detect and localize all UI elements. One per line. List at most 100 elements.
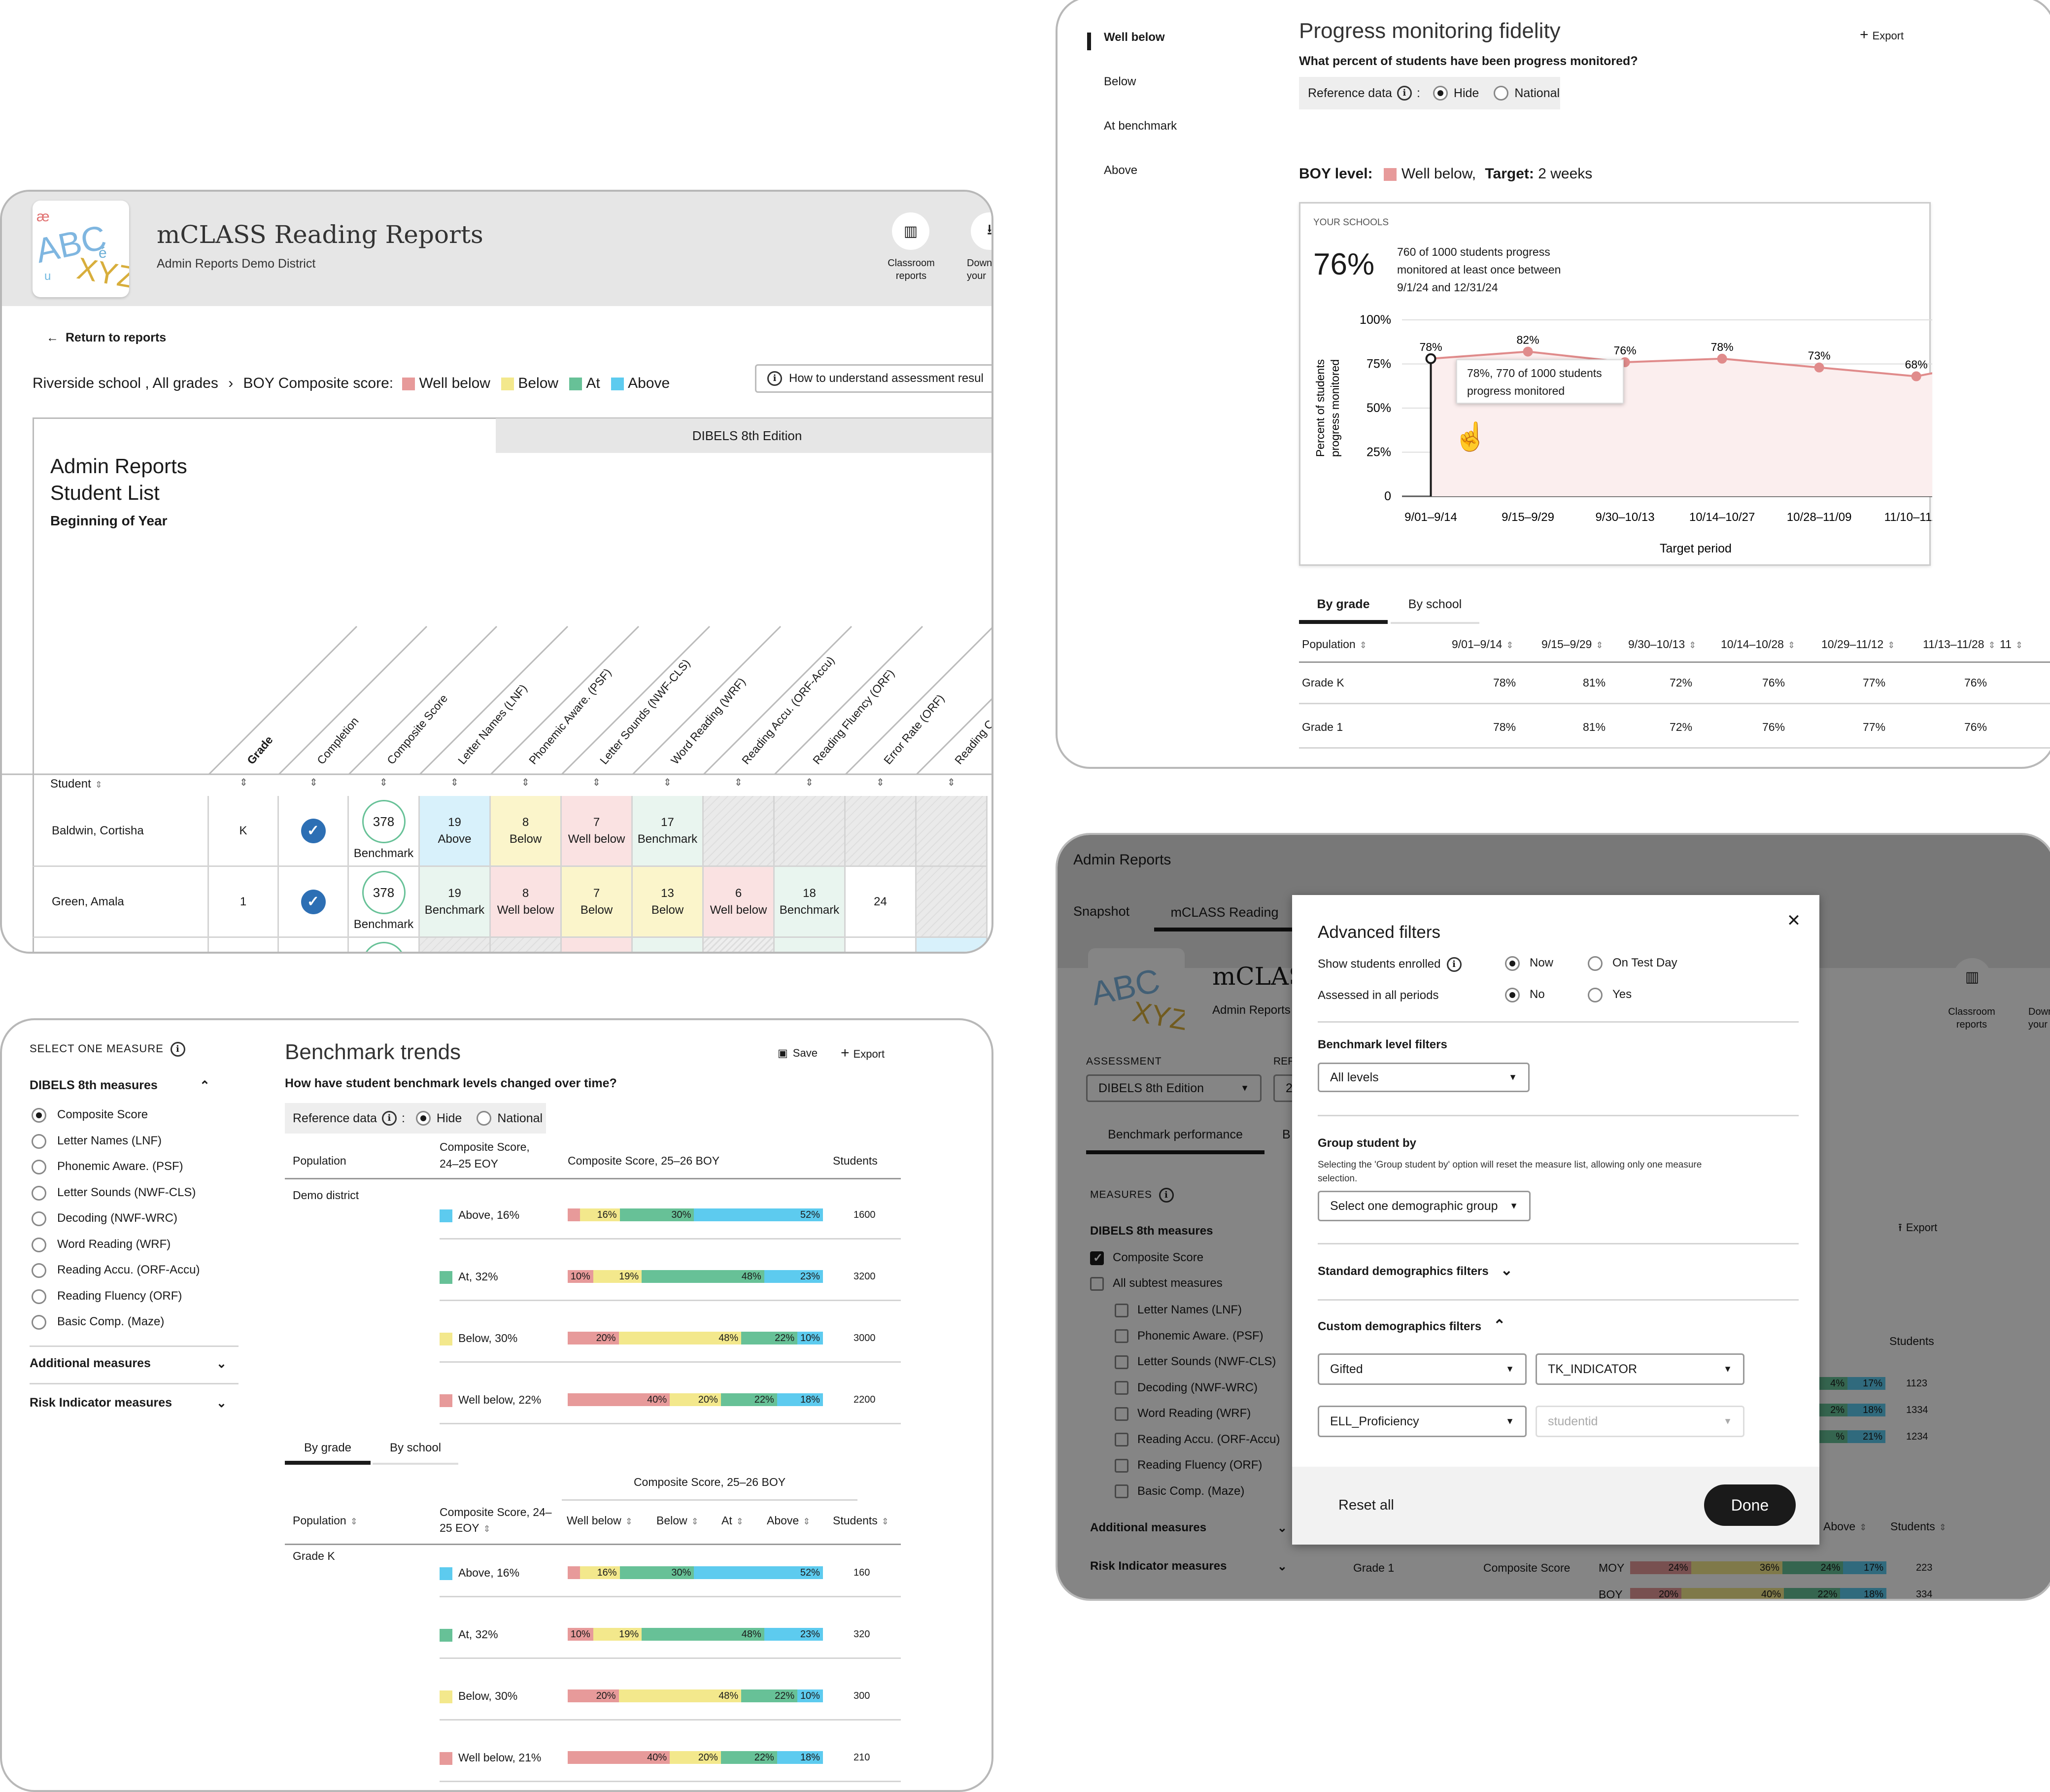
score-cell[interactable] [846,796,917,867]
grade-col-header[interactable]: Population ⇕ [293,1514,358,1527]
pm-col-header[interactable]: 9/15–9/29 ⇕ [1541,638,1604,651]
additional-measures[interactable]: Additional measures ⌄ [1090,1521,1287,1535]
custom-filter-1[interactable]: Gifted ▼ [1318,1353,1527,1385]
tab-b[interactable]: B [1282,1128,1291,1141]
subtest-checkbox[interactable]: Letter Sounds (NWF-CLS) [1115,1355,1276,1369]
bar-segment[interactable] [568,1208,581,1221]
save-button[interactable]: ▣ Save [778,1047,818,1059]
grade-col-header[interactable]: Above ⇕ [767,1514,811,1527]
bar-segment[interactable]: 16% [580,1566,620,1579]
sort-icon[interactable]: ⇕ [734,777,743,788]
sort-icon[interactable]: ⇕ [309,777,318,788]
custom-filter-2[interactable]: TK_INDICATOR ▼ [1536,1353,1744,1385]
score-cell[interactable]: 7 Below [562,867,633,938]
grade-col-header[interactable]: Students ⇕ [833,1514,889,1527]
measure-radio[interactable]: Phonemic Aware. (PSF) [32,1160,183,1174]
measure-radio[interactable]: Word Reading (WRF) [32,1237,171,1252]
score-cell[interactable]: 18 Benchmark [775,867,846,938]
bar-segment[interactable]: 10% [797,1689,823,1702]
bar-segment[interactable]: 48% [618,1332,742,1344]
hide-radio[interactable] [1433,86,1448,101]
all-subtest-checkbox[interactable]: All subtest measures [1090,1276,1223,1291]
score-cell[interactable] [704,796,775,867]
bar-segment[interactable] [568,1566,581,1579]
bar-segment[interactable]: 16% [580,1208,620,1221]
pm-col-header[interactable]: 9/01–9/14 ⇕ [1452,638,1514,651]
bar-segment[interactable]: 24% [1630,1561,1691,1574]
bar-segment[interactable]: 19% [593,1270,642,1283]
custom-demographics-toggle[interactable]: Custom demographics filters ⌃ [1318,1317,1506,1334]
help-button[interactable]: i How to understand assessment resul [755,364,991,393]
subtest-checkbox[interactable]: Basic Comp. (Maze) [1115,1484,1244,1499]
bar-segment[interactable]: 20% [568,1689,619,1702]
sort-icon[interactable]: ⇕ [239,777,248,788]
sort-icon[interactable]: ⇕ [592,777,601,788]
pm-col-header[interactable]: Population ⇕ [1302,638,1367,651]
subtest-checkbox[interactable]: Letter Names (LNF) [1115,1303,1242,1317]
measure-radio[interactable]: Composite Score [32,1108,148,1123]
close-icon[interactable]: ✕ [1786,911,1801,930]
score-cell[interactable]: 17Above [917,938,988,952]
score-cell[interactable]: 19 Above [420,796,491,867]
group-select[interactable]: Select one demographic group ▼ [1318,1191,1531,1221]
measure-radio[interactable]: Letter Sounds (NWF-CLS) [32,1185,196,1201]
bar-segment[interactable]: 17% [1843,1561,1886,1574]
measure-radio[interactable]: Reading Fluency (ORF) [32,1289,182,1304]
tab-by-school[interactable]: By school [1391,589,1479,624]
assessed-no-radio[interactable]: No [1505,988,1545,1002]
risk-measures[interactable]: Risk Indicator measures ⌄ [1090,1559,1287,1573]
classroom-reports-button[interactable]: ▥ [1953,958,1991,996]
pm-col-header[interactable]: 11 ⇕ [2000,638,2023,651]
score-cell[interactable]: 8 Below [491,796,562,867]
measure-radio[interactable]: Letter Names (LNF) [32,1134,162,1149]
student-sort-header[interactable]: Student ⇕ [50,777,102,791]
student-name-cell[interactable]: Hashimoto, Amber [33,938,209,952]
subtest-checkbox[interactable]: Decoding (NWF-WRC) [1115,1381,1258,1395]
score-cell[interactable]: 16Benchmark [775,938,846,952]
bar-segment[interactable]: 52% [694,1566,823,1579]
level-item[interactable]: Well below [1104,31,1165,44]
return-link[interactable]: ← Return to reports [46,331,167,345]
bar-segment[interactable]: 40% [1681,1588,1784,1599]
bar-segment[interactable]: 36% [1691,1561,1782,1574]
bar-segment[interactable]: 48% [618,1689,742,1702]
bar-segment[interactable]: 22% [741,1689,798,1702]
sort-icon[interactable]: ⇕ [521,777,530,788]
custom-filter-4[interactable]: studentid ▼ [1536,1406,1744,1437]
tab-mclass-reading[interactable]: mCLASS Reading [1154,895,1295,931]
export-button[interactable]: + Export [1860,27,1904,43]
score-cell[interactable] [491,938,562,952]
grade-col-header[interactable]: At ⇕ [721,1514,744,1527]
measure-radio[interactable]: Reading Accu. (ORF-Accu) [32,1263,200,1278]
pm-col-header[interactable]: 10/14–10/28 ⇕ [1721,638,1795,651]
score-cell[interactable]: 6 Well below [704,867,775,938]
grade-col-header[interactable]: Composite Score, 24–25 EOY ⇕ [440,1504,553,1537]
score-cell[interactable] [775,796,846,867]
bar-segment[interactable]: 22% [720,1393,777,1406]
sort-icon[interactable]: ⇕ [663,777,672,788]
standard-demographics-toggle[interactable]: Standard demographics filters ⌄ [1318,1262,1513,1278]
pm-col-header[interactable]: 10/29–11/12 ⇕ [1821,638,1895,651]
sort-icon[interactable]: ⇕ [947,777,956,788]
score-cell[interactable] [917,796,988,867]
bar-segment[interactable]: 20% [1630,1588,1681,1599]
sort-icon[interactable]: ⇕ [379,777,388,788]
score-cell[interactable]: 23 [846,938,917,952]
bar-segment[interactable]: 10% [568,1628,593,1641]
bar-segment[interactable]: 24% [1782,1561,1844,1574]
tab-snapshot[interactable]: Snapshot [1073,904,1130,919]
hide-radio[interactable] [415,1111,431,1126]
pm-col-header[interactable]: 9/30–10/13 ⇕ [1628,638,1697,651]
bar-segment[interactable]: 20% [670,1393,721,1406]
score-cell[interactable] [917,867,988,938]
score-cell[interactable]: 24 [846,867,917,938]
sort-icon[interactable]: ⇕ [805,777,814,788]
bar-segment[interactable]: 18% [777,1751,823,1764]
measure-radio[interactable]: Decoding (NWF-WRC) [32,1211,177,1226]
